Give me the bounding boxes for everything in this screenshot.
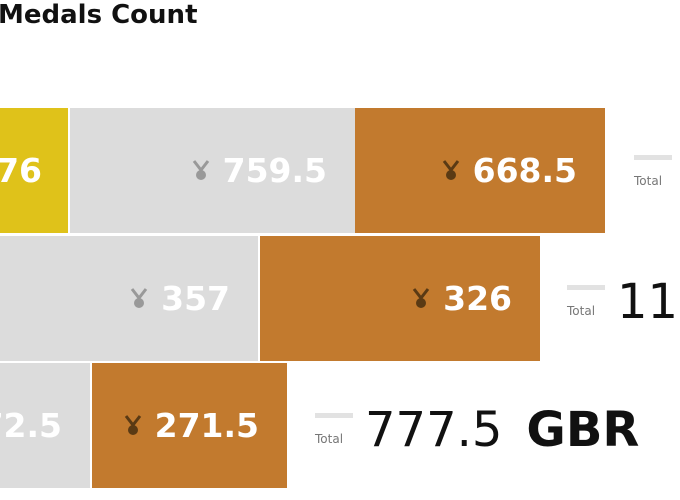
total-label: Total xyxy=(567,285,605,318)
segment-label: 72.5 xyxy=(0,406,62,445)
total-block: Total 11 xyxy=(567,278,678,326)
silver-segment: 72.5 xyxy=(0,363,90,488)
segment-label: 326 xyxy=(443,279,512,318)
bronze-segment: 271.5 xyxy=(92,363,287,488)
total-block: Total xyxy=(634,155,680,196)
gold-segment: 76 xyxy=(0,108,68,233)
medal-icon xyxy=(130,287,148,308)
silver-segment: 357 xyxy=(0,236,258,361)
bronze-segment: 326 xyxy=(260,236,540,361)
total-label: Total xyxy=(315,413,353,446)
total-label: Total xyxy=(634,155,672,188)
country-code: GBR xyxy=(526,402,640,458)
segment-label: 357 xyxy=(161,279,230,318)
medal-icon xyxy=(442,159,459,180)
segment-label: 759.5 xyxy=(222,151,327,190)
total-value: 11 xyxy=(617,274,679,330)
segment-label: 668.5 xyxy=(472,151,577,190)
total-block: Total 777.5 GBR xyxy=(315,406,639,454)
total-value: 777.5 xyxy=(365,402,503,458)
bronze-segment: 668.5 xyxy=(355,108,605,233)
segment-label: 271.5 xyxy=(154,406,259,445)
segment-label: 76 xyxy=(0,151,42,190)
medal-icon xyxy=(124,414,141,435)
medal-icon xyxy=(192,159,209,180)
chart-title: Medals Count xyxy=(0,0,198,30)
silver-segment: 759.5 xyxy=(70,108,355,233)
medal-icon xyxy=(412,287,430,308)
